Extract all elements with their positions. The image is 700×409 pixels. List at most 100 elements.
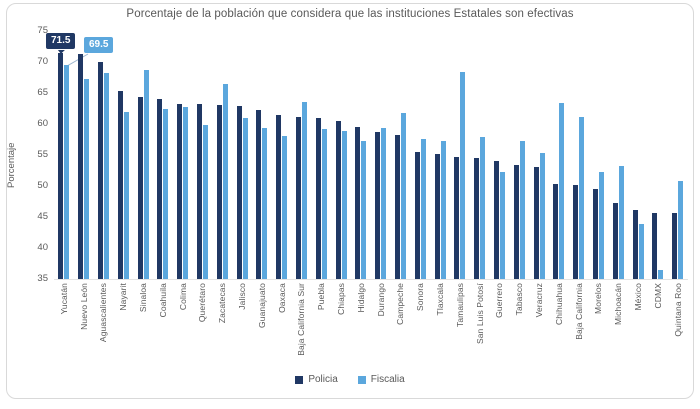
- bar-policia-puebla: [315, 118, 321, 279]
- bar-fiscalia-colima: [183, 107, 189, 279]
- x-label-morelos: Morelos: [593, 283, 604, 314]
- bar-policia-baja-california: [573, 184, 579, 279]
- bar-fiscalia-tamaulipas: [460, 71, 466, 279]
- bar-fiscalia-mexico: [638, 224, 644, 279]
- y-tick-40: 40: [37, 242, 48, 253]
- x-label-quintana-roo: Quintana Roo: [672, 283, 683, 337]
- bar-fiscalia-san-luis-potosi: [480, 137, 486, 279]
- bar-fiscalia-oaxaca: [282, 135, 288, 279]
- bar-policia-tamaulipas: [454, 156, 460, 279]
- y-tick-45: 45: [37, 211, 48, 222]
- bar-fiscalia-baja-california: [579, 116, 585, 279]
- x-label-baja-california: Baja California: [573, 283, 584, 340]
- bar-policia-baja-california-sur: [296, 116, 301, 279]
- chart-title: Porcentaje de la población que considera…: [126, 8, 574, 20]
- x-label-coahuila: Coahuila: [157, 283, 168, 318]
- legend-label-policia: Policia: [308, 374, 338, 385]
- x-label-cdmx: CDMX: [652, 283, 663, 309]
- bar-fiscalia-sinaloa: [143, 70, 149, 279]
- x-label-oaxaca: Oaxaca: [276, 283, 287, 313]
- bar-fiscalia-jalisco: [242, 117, 248, 279]
- bar-fiscalia-campeche: [401, 112, 406, 279]
- bar-fiscalia-tlaxcala: [440, 140, 446, 279]
- bar-policia-nuevo-leon: [78, 53, 84, 279]
- x-label-mexico: México: [633, 283, 644, 311]
- bar-fiscalia-baja-california-sur: [302, 101, 307, 279]
- legend-item-policia: Policia: [295, 374, 338, 385]
- y-tick-65: 65: [37, 87, 48, 98]
- legend: Policia Fiscalia: [0, 374, 700, 385]
- bar-policia-mexico: [632, 210, 638, 279]
- x-label-veracruz: Veracruz: [534, 283, 545, 318]
- bar-fiscalia-sonora: [420, 138, 426, 279]
- x-label-tamaulipas: Tamaulipas: [454, 283, 465, 327]
- bar-fiscalia-chihuahua: [559, 102, 565, 279]
- x-label-nuevo-leon: Nuevo León: [78, 283, 89, 330]
- bar-policia-chiapas: [335, 120, 341, 279]
- legend-swatch-policia: [295, 375, 304, 384]
- y-axis-title: Porcentaje: [6, 142, 17, 188]
- x-label-jalisco: Jalisco: [237, 283, 248, 310]
- bar-fiscalia-veracruz: [539, 152, 545, 279]
- y-tick-35: 35: [37, 273, 48, 284]
- bar-policia-oaxaca: [276, 115, 282, 279]
- bar-fiscalia-michoacan: [618, 165, 624, 279]
- bar-policia-sinaloa: [137, 96, 143, 279]
- bar-policia-jalisco: [236, 106, 242, 279]
- bar-fiscalia-guerrero: [500, 171, 505, 279]
- bar-policia-michoacan: [612, 203, 618, 279]
- y-tick-55: 55: [37, 149, 48, 160]
- bar-policia-campeche: [395, 135, 400, 279]
- bar-fiscalia-aguascalientes: [104, 72, 109, 279]
- x-label-queretaro: Querétaro: [197, 283, 208, 323]
- bar-policia-tlaxcala: [434, 154, 440, 279]
- bar-policia-quintana-roo: [672, 213, 678, 279]
- bar-policia-tabasco: [513, 164, 519, 279]
- bar-fiscalia-coahuila: [163, 108, 169, 279]
- x-axis-baseline: [54, 279, 688, 280]
- bar-policia-yucatan: [58, 52, 64, 279]
- bar-fiscalia-hidalgo: [361, 141, 367, 279]
- legend-swatch-fiscalia: [357, 375, 366, 384]
- bar-policia-hidalgo: [355, 127, 361, 279]
- bar-policia-guanajuato: [256, 110, 262, 279]
- y-tick-75: 75: [37, 25, 48, 36]
- x-label-san-luis-potosi: San Luis Potosí: [474, 283, 485, 345]
- bar-fiscalia-zacatecas: [222, 83, 228, 279]
- x-label-sonora: Sonora: [415, 283, 426, 312]
- y-tick-60: 60: [37, 118, 48, 129]
- x-label-guerrero: Guerrero: [494, 283, 505, 318]
- x-label-puebla: Puebla: [316, 283, 327, 311]
- x-label-yucatan: Yucatán: [58, 283, 69, 315]
- bar-fiscalia-puebla: [321, 128, 327, 279]
- bar-fiscalia-morelos: [599, 171, 604, 279]
- bar-policia-sonora: [414, 151, 420, 279]
- bar-policia-aguascalientes: [98, 62, 103, 279]
- bar-policia-cdmx: [652, 212, 658, 279]
- bar-policia-guerrero: [494, 161, 499, 279]
- bar-fiscalia-tabasco: [519, 140, 525, 279]
- bar-fiscalia-nayarit: [123, 111, 129, 279]
- bar-policia-nayarit: [117, 91, 123, 279]
- bar-fiscalia-cdmx: [658, 270, 664, 279]
- bar-policia-san-luis-potosi: [474, 158, 480, 279]
- x-label-aguascalientes: Aguascalientes: [98, 283, 109, 343]
- bar-fiscalia-guanajuato: [262, 128, 268, 279]
- x-label-guanajuato: Guanajuato: [256, 283, 267, 328]
- y-tick-50: 50: [37, 180, 48, 191]
- x-label-michoacan: Michoacán: [613, 283, 624, 326]
- x-label-campeche: Campeche: [395, 283, 406, 325]
- data-label-fiscalia-yucatan: 69.5: [84, 37, 114, 53]
- legend-label-fiscalia: Fiscalia: [370, 374, 405, 385]
- x-label-baja-california-sur: Baja California Sur: [296, 283, 307, 356]
- x-label-sinaloa: Sinaloa: [138, 283, 149, 313]
- data-label-policia-yucatan: 71.5: [46, 33, 76, 49]
- bar-fiscalia-nuevo-leon: [84, 78, 90, 279]
- x-label-durango: Durango: [375, 283, 386, 317]
- x-label-tabasco: Tabasco: [514, 283, 525, 316]
- x-label-tlaxcala: Tlaxcala: [435, 283, 446, 316]
- bar-policia-colima: [177, 103, 183, 279]
- legend-item-fiscalia: Fiscalia: [357, 374, 405, 385]
- bar-fiscalia-quintana-roo: [678, 181, 684, 279]
